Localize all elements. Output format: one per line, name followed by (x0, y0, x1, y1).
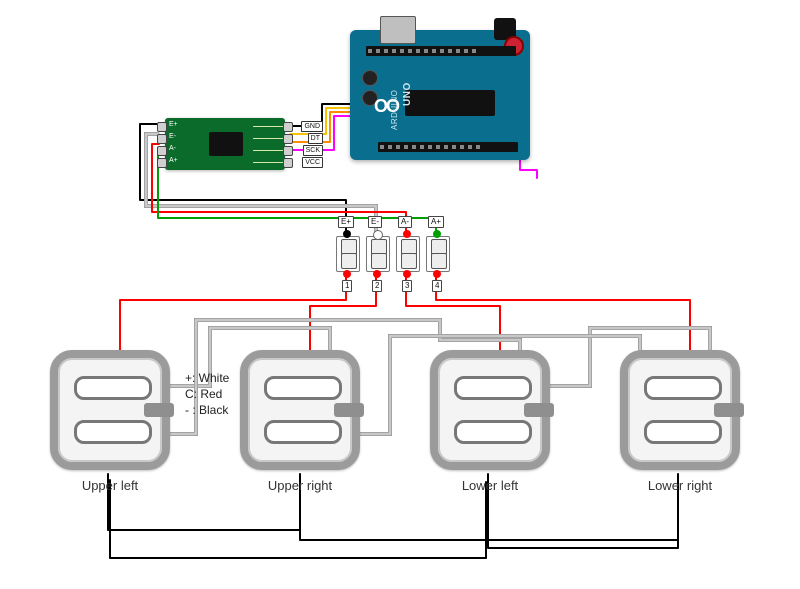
load-cell-arm (714, 403, 744, 417)
load-cell-label: Upper left (40, 478, 180, 493)
load-cell-slot (454, 376, 532, 400)
terminal-top-label: A- (398, 216, 412, 228)
terminal-top-dot (403, 230, 411, 238)
load-cell-arm (144, 403, 174, 417)
hx711-pin-dt (283, 134, 293, 144)
legend-black: - : Black (185, 402, 229, 418)
hx711-label-sck: SCK (303, 145, 323, 156)
load-cell-lower-right (620, 350, 740, 470)
terminal-bottom-label: 4 (432, 280, 442, 292)
load-cell-label: Lower right (610, 478, 750, 493)
terminal-bottom-dot (343, 270, 351, 278)
load-cell-upper-right (240, 350, 360, 470)
load-cell-arm (334, 403, 364, 417)
load-cell-upper-left (50, 350, 170, 470)
terminal-bottom-label: 1 (342, 280, 352, 292)
arduino-usb-port (380, 16, 416, 44)
hx711-label-a-minus: A- (169, 145, 176, 152)
terminal-top-label: E- (368, 216, 382, 228)
legend-white: +: White (185, 370, 229, 386)
load-cell-slot (264, 420, 342, 444)
hx711-label-gnd: GND (301, 121, 323, 132)
hx711-label-e-minus: E- (169, 133, 176, 140)
hx711-label-dt: DT (308, 133, 323, 144)
hx711-pin-a-minus (157, 146, 167, 156)
load-cell-label: Lower left (420, 478, 560, 493)
hx711-label-e-plus: E+ (169, 121, 178, 128)
terminal-bottom-dot (433, 270, 441, 278)
load-cell-lower-left (430, 350, 550, 470)
arduino-header-bottom (378, 142, 518, 152)
hx711-pin-a-plus (157, 158, 167, 168)
terminal-top-label: E+ (338, 216, 354, 228)
legend-red: C: Red (185, 386, 229, 402)
terminal-top-label: A+ (428, 216, 444, 228)
arduino-cap-icon (362, 70, 378, 86)
wire-color-legend: +: White C: Red - : Black (185, 370, 229, 418)
hx711-label-vcc: VCC (302, 157, 323, 168)
hx711-trace (253, 126, 283, 127)
hx711-pin-sck (283, 146, 293, 156)
hx711-pin-e-minus (157, 134, 167, 144)
hx711-pin-e-plus (157, 122, 167, 132)
terminal-top-dot (343, 230, 351, 238)
load-cell-slot (644, 420, 722, 444)
arduino-model-label: UNO (402, 82, 413, 106)
hx711-pin-vcc (283, 158, 293, 168)
load-cell-arm (524, 403, 554, 417)
load-cell-slot (264, 376, 342, 400)
arduino-brand-label: ARDUINO (390, 90, 399, 130)
hx711-trace (253, 138, 283, 139)
hx711-pin-gnd (283, 122, 293, 132)
terminal-3 (396, 236, 420, 272)
terminal-bottom-label: 3 (402, 280, 412, 292)
terminal-top-dot (373, 230, 383, 240)
hx711-trace (253, 150, 283, 151)
load-cell-slot (454, 420, 532, 444)
load-cell-slot (644, 376, 722, 400)
hx711-module: E+ E- A- A+ GND DT SCK VCC (165, 118, 285, 170)
load-cell-label: Upper right (230, 478, 370, 493)
arduino-uno: OO ARDUINO UNO (350, 30, 530, 160)
terminal-bottom-dot (373, 270, 381, 278)
terminal-top-dot (433, 230, 441, 238)
hx711-trace (253, 162, 283, 163)
terminal-4 (426, 236, 450, 272)
load-cell-slot (74, 420, 152, 444)
terminal-bottom-dot (403, 270, 411, 278)
terminal-1 (336, 236, 360, 272)
hx711-chip (209, 132, 243, 156)
terminal-2 (366, 236, 390, 272)
arduino-atmega-chip (405, 90, 495, 116)
arduino-header-top (366, 46, 516, 56)
hx711-label-a-plus: A+ (169, 157, 178, 164)
terminal-bottom-label: 2 (372, 280, 382, 292)
load-cell-slot (74, 376, 152, 400)
